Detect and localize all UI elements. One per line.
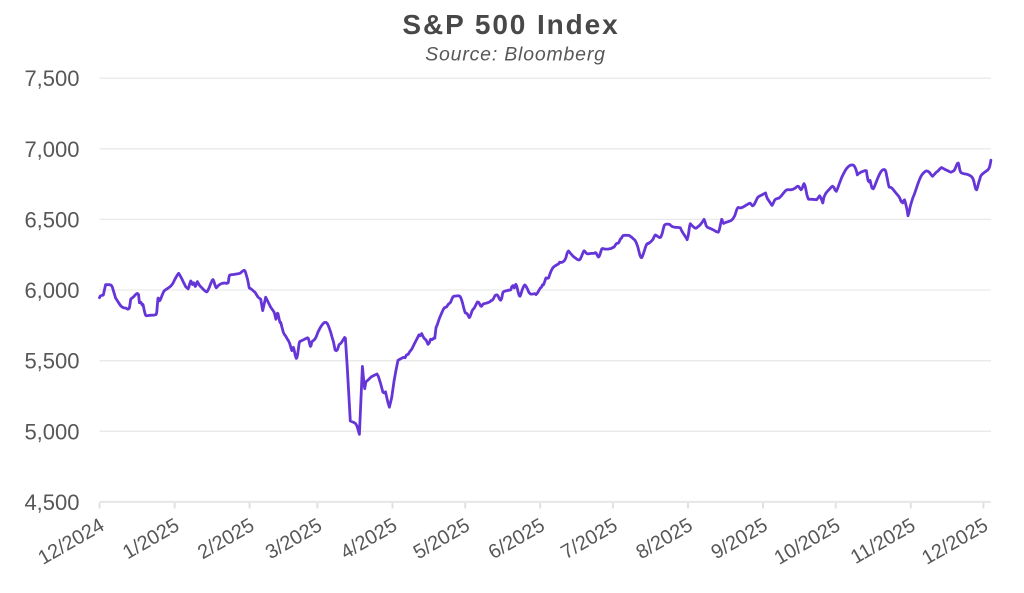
svg-text:7,000: 7,000	[24, 137, 79, 162]
svg-text:9/2025: 9/2025	[708, 514, 772, 564]
svg-text:7/2025: 7/2025	[557, 514, 621, 564]
svg-text:5/2025: 5/2025	[410, 514, 474, 564]
svg-text:5,000: 5,000	[24, 419, 79, 444]
svg-text:S&P 500 Index: S&P 500 Index	[402, 9, 619, 40]
svg-text:12/2025: 12/2025	[918, 514, 992, 569]
svg-text:12/2024: 12/2024	[34, 514, 108, 569]
svg-text:6/2025: 6/2025	[485, 514, 549, 564]
svg-text:6,000: 6,000	[24, 278, 79, 303]
svg-text:7,500: 7,500	[24, 66, 79, 91]
svg-text:8/2025: 8/2025	[633, 514, 697, 564]
svg-text:10/2025: 10/2025	[771, 514, 845, 569]
svg-text:4,500: 4,500	[24, 490, 79, 515]
svg-text:2/2025: 2/2025	[194, 514, 258, 564]
svg-text:Source: Bloomberg: Source: Bloomberg	[425, 44, 606, 66]
svg-text:6,500: 6,500	[24, 207, 79, 232]
svg-text:4/2025: 4/2025	[337, 514, 401, 564]
svg-text:5,500: 5,500	[24, 349, 79, 374]
svg-text:11/2025: 11/2025	[847, 514, 919, 568]
svg-text:1/2025: 1/2025	[119, 514, 183, 564]
svg-text:3/2025: 3/2025	[262, 514, 326, 564]
